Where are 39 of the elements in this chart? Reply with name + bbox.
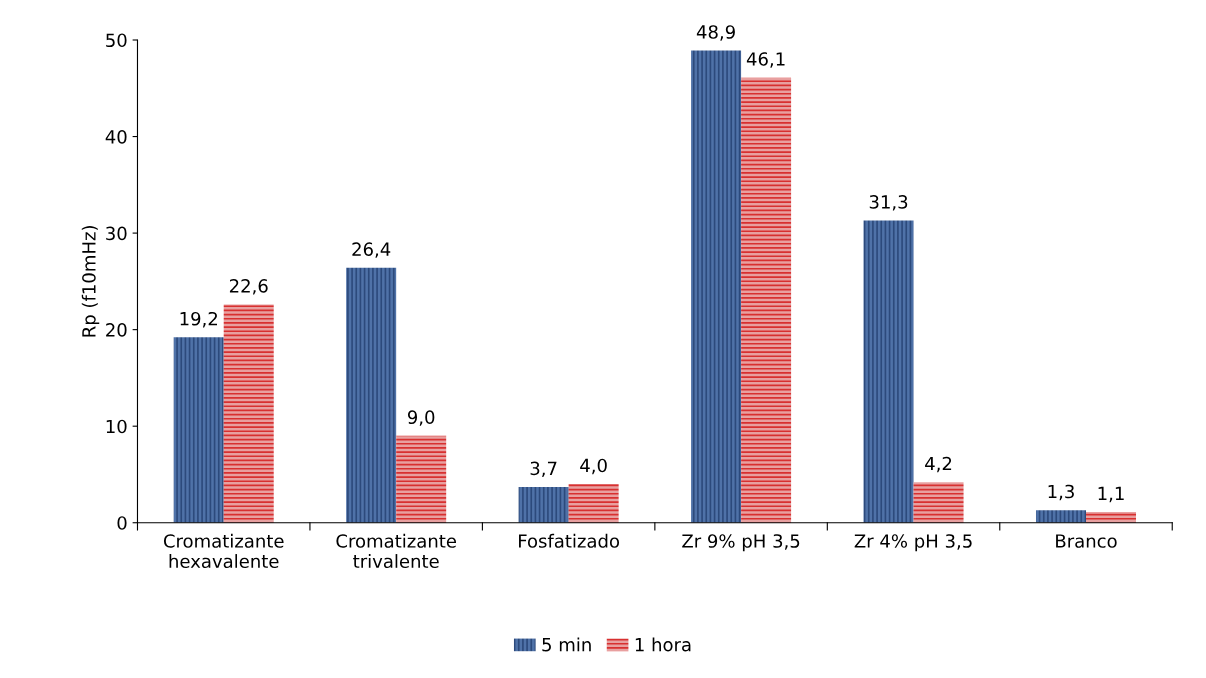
data-label: 48,9 [696,25,735,41]
bar [913,482,964,523]
data-label: 46,1 [746,52,785,68]
legend-label: 5 min [542,637,591,652]
bar [173,337,224,523]
x-tick-label: Cromatizante hexavalente [163,533,284,569]
y-tick-label: 50 [106,33,127,48]
x-tick-label: Cromatizante trivalente [336,533,457,569]
y-tick-label: 40 [105,130,127,144]
bar [691,50,742,523]
bar [568,484,619,523]
y-tick-label: 10 [106,419,127,434]
y-tick-label: 20 [106,323,127,337]
data-label: 19,2 [180,311,217,328]
x-tick-label: Zr 4% pH 3,5 [854,534,972,552]
bar [1035,510,1086,523]
x-tick-label: Branco [1056,534,1117,548]
data-label: 26,4 [352,242,391,258]
bar [518,487,569,523]
data-label: 3,7 [530,461,557,478]
data-label: 22,6 [229,279,268,295]
legend-label: 1 hora [635,637,691,652]
bar [1086,512,1137,523]
data-label: 4,0 [580,458,607,475]
bar [223,304,274,523]
y-axis-title: Rp (f10mHz) [81,226,100,337]
data-label: 31,3 [869,195,908,211]
bar [741,77,792,523]
y-tick-label: 0 [117,516,127,530]
data-label: 1,1 [1098,486,1124,503]
y-tick-label: 30 [106,226,127,241]
x-tick-label: Fosfatizado [519,533,620,548]
bar [863,220,914,523]
data-label: 9,0 [407,410,435,426]
bar [346,267,397,523]
data-label: 4,2 [925,456,952,473]
bar [396,435,447,523]
x-tick-label: Zr 9% pH 3,5 [682,534,800,552]
data-label: 1,3 [1048,484,1074,501]
